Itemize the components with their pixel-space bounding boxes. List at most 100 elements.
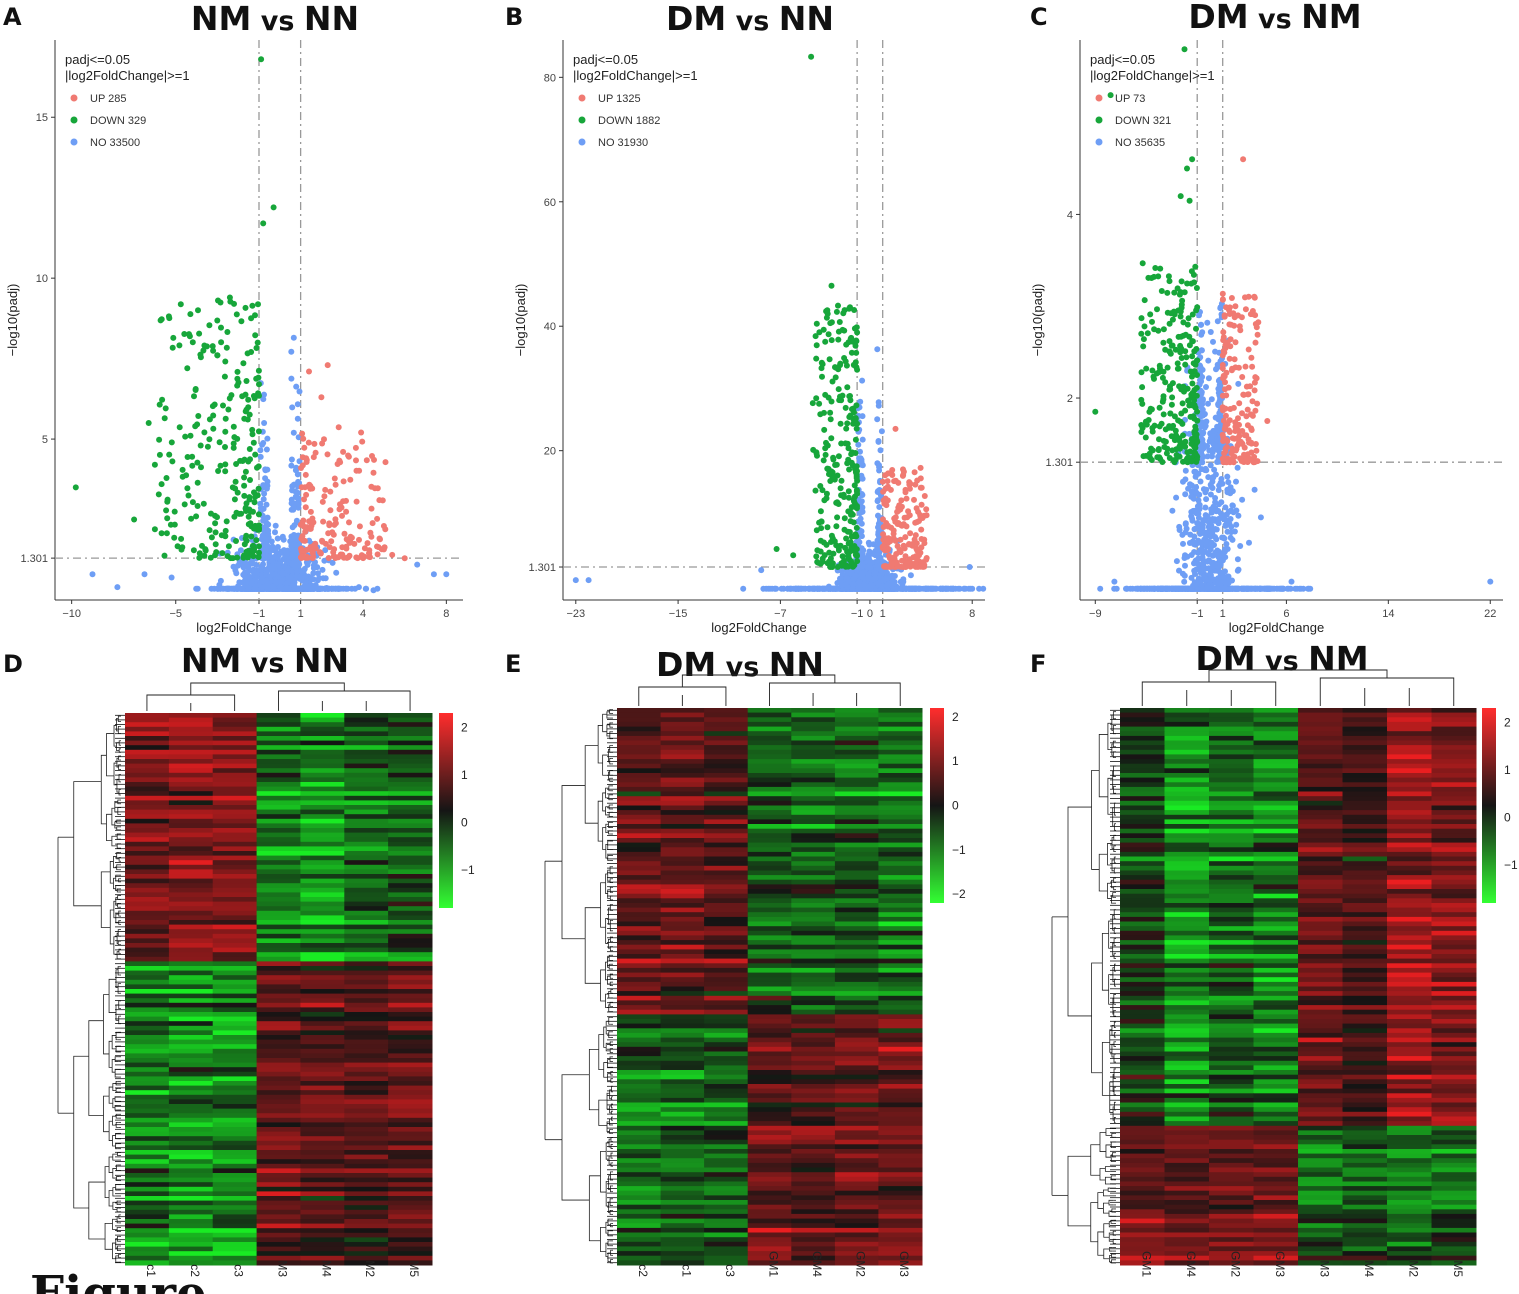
up-point [366,547,373,554]
up-point [401,555,408,562]
up-point [318,394,325,401]
down-point [131,516,138,523]
y-axis-label: −log10(padj) [5,284,20,357]
no-point [858,498,865,505]
down-point [243,537,250,544]
no-point [1204,319,1211,326]
no-point [1173,558,1180,565]
down-point [854,329,861,336]
down-point [1143,365,1150,372]
heatmap-cell [212,759,258,765]
no-point [859,574,866,581]
down-point [852,416,859,422]
up-point [911,469,918,476]
up-point [1219,362,1226,368]
down-point [223,518,230,525]
up-point [354,555,361,562]
down-point [828,337,835,344]
no-point [355,584,362,591]
heatmap-cell [344,749,389,755]
up-point [884,547,891,554]
up-point [1238,458,1245,464]
heatmap-cell [168,772,214,778]
no-point [1305,585,1312,592]
y-axis-label: −log10(padj) [1030,284,1045,357]
down-point [1158,420,1165,427]
no-point [290,532,297,538]
heatmap-cell [125,814,170,820]
down-point [253,345,260,351]
heatmap-cell [388,791,433,797]
x-tick-label: −1 [1191,608,1204,620]
no-point [1223,541,1230,547]
down-point [229,555,236,562]
no-point [875,438,882,444]
down-point [242,504,249,511]
up-point [884,497,891,504]
heatmap-cell [125,717,170,723]
heatmap-cell [256,754,301,760]
heatmap-cell [256,823,301,829]
down-point [1161,444,1168,450]
up-point [883,535,890,542]
no-point [271,565,278,572]
no-point [304,561,311,568]
heatmap-cell [256,731,301,737]
no-point [1189,515,1196,522]
up-point [1231,322,1238,329]
down-point [223,344,230,351]
no-point [859,492,866,498]
down-point [234,368,241,375]
down-point [157,317,164,324]
down-point [255,485,262,492]
no-point [867,564,874,571]
no-point [1214,364,1221,371]
down-point [184,485,191,492]
up-point [904,514,911,521]
heatmap-cell [344,759,389,765]
down-point [1170,308,1177,315]
up-point [311,440,318,447]
heatmap-cell [256,791,301,797]
down-point [853,475,860,481]
down-point [230,444,237,451]
up-point [899,557,905,564]
up-point [1254,400,1261,407]
x-tick-label: 6 [1283,608,1289,620]
x-tick-label: −23 [566,608,585,620]
heatmap-cell [300,818,345,824]
down-point [234,382,241,389]
down-point [1188,458,1195,465]
x-tick-label: 0 [867,608,873,620]
x-tick-label: −5 [169,608,182,620]
no-point [289,404,296,411]
no-point [242,569,249,576]
no-point [348,585,355,592]
down-point [847,335,854,342]
heatmap-cell [344,786,389,792]
down-point [835,336,842,343]
no-point [1205,357,1212,364]
heatmap-cell [125,754,170,760]
up-point [348,534,355,541]
up-point [335,554,342,561]
down-point [1194,304,1201,311]
up-point [1219,392,1226,399]
up-point [1220,334,1227,341]
down-point [213,549,220,556]
heatmap-cell [256,828,301,834]
down-point [190,547,197,554]
up-point [1221,312,1228,319]
heatmap-cell [168,800,214,806]
up-point [905,508,912,515]
heatmap-cell [388,726,433,732]
down-point [181,501,188,508]
heatmap-cell [212,818,258,824]
down-point [1144,330,1151,337]
down-point [849,449,856,456]
heatmap-cell [388,736,433,742]
up-point [1245,293,1252,300]
no-point [263,520,270,527]
down-point [835,386,842,393]
no-point [262,538,269,545]
